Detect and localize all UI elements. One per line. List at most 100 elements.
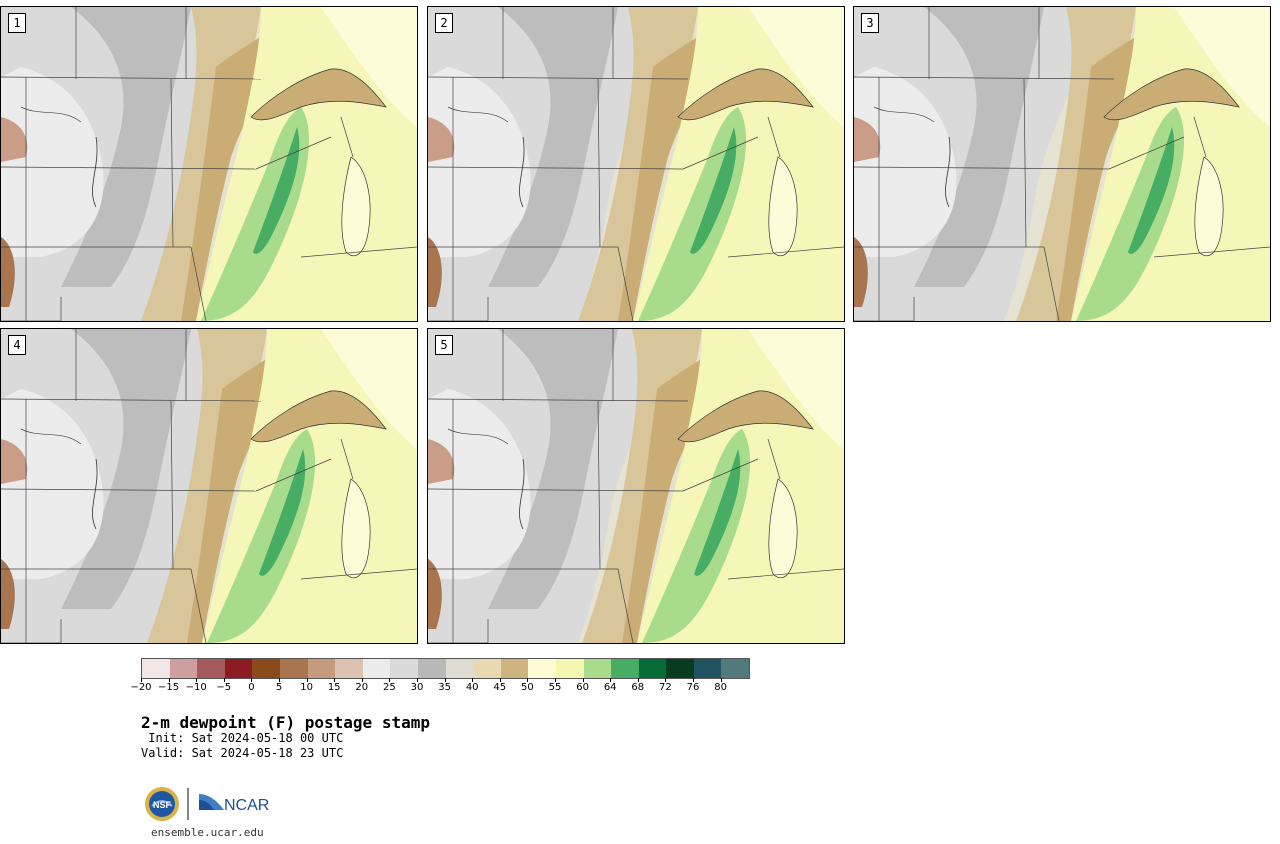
humid-tongue [201, 107, 310, 321]
colorbar-swatch [362, 659, 391, 678]
nsf-logo-text: NSF [153, 800, 172, 810]
colorbar-tick-label: 40 [465, 682, 479, 693]
state-boundary [854, 297, 915, 321]
state-boundary [447, 106, 509, 123]
very-humid-core [1128, 127, 1175, 254]
dry-light-region [428, 67, 531, 257]
state-boundary [1, 398, 262, 402]
state-boundary [727, 246, 844, 258]
colorbar-swatch [693, 659, 722, 678]
colorbar-swatch [279, 659, 308, 678]
lake-superior [677, 390, 814, 443]
state-boundary [428, 619, 489, 643]
state-boundary [597, 400, 601, 570]
dewpoint-colorbar [141, 658, 751, 679]
river [92, 458, 98, 530]
ensemble-member-panel-4: 4 [0, 328, 418, 644]
colorbar-swatch [417, 659, 446, 678]
lake-michigan [341, 478, 371, 579]
state-boundary [190, 246, 207, 321]
colorbar-tick-mark [168, 678, 170, 682]
colorbar-tick-label: 55 [548, 682, 562, 693]
ncar-logo-text: NCAR [224, 797, 269, 814]
colorbar-swatch [445, 659, 474, 678]
state-boundary [428, 297, 489, 321]
state-boundary [873, 106, 935, 123]
state-boundary [767, 438, 781, 480]
moist-edge-band [187, 329, 327, 643]
state-boundary [428, 398, 689, 402]
moist-light-region [748, 329, 844, 449]
ensemble-member-panel-5: 5 [427, 328, 845, 644]
dry-light-region [1, 67, 104, 257]
colorbar-swatch [252, 659, 280, 678]
river [519, 458, 525, 530]
moist-edge-band [618, 7, 758, 321]
moist-light-region [748, 7, 844, 127]
state-boundary [682, 458, 759, 492]
colorbar-tick-mark [389, 678, 391, 682]
product-title: 2-m dewpoint (F) postage stamp [141, 713, 430, 732]
colorbar-swatch [528, 659, 556, 678]
ensemble-member-panel-2: 2 [427, 6, 845, 322]
panel-number-label: 1 [8, 13, 26, 33]
dewpoint-map-3 [854, 7, 1270, 321]
colorbar-tick-label: 10 [300, 682, 313, 693]
very-humid-core [259, 449, 306, 576]
low-dewpoint-patch [1, 439, 28, 484]
colorbar-swatch [390, 659, 418, 678]
moist-light-region [321, 329, 417, 449]
state-boundary [428, 76, 689, 80]
site-url: ensemble.ucar.edu [151, 826, 264, 839]
moist-light-region [321, 7, 417, 127]
colorbar-tick-mark [527, 678, 529, 682]
colorbar-tick-label: 76 [686, 682, 700, 693]
colorbar-swatch [473, 659, 501, 678]
state-boundary [854, 166, 1110, 170]
river [519, 136, 525, 208]
lake-superior [250, 68, 387, 121]
moist-edge-band [181, 7, 321, 321]
state-boundary [727, 568, 844, 580]
river [92, 136, 98, 208]
state-boundary [340, 116, 354, 158]
state-boundary [300, 246, 417, 258]
dry-light-region [428, 389, 531, 579]
state-boundary [20, 428, 82, 445]
low-dewpoint-patch [428, 237, 442, 307]
colorbar-tick-label: 0 [248, 682, 255, 693]
state-boundary [617, 568, 634, 643]
colorbar-tick-mark [472, 678, 474, 682]
humid-tongue [642, 429, 751, 643]
lake-michigan [768, 478, 798, 579]
colorbar-tick-label: −5 [216, 682, 232, 693]
colorbar-tick-mark [141, 678, 142, 682]
state-boundary [255, 136, 332, 170]
colorbar-tick-mark [444, 678, 446, 682]
panel-number-label: 4 [8, 335, 26, 355]
lake-superior [1103, 68, 1240, 121]
humid-tongue [1076, 107, 1185, 321]
low-dewpoint-patch [428, 439, 455, 484]
logo-row: NSF NCAR [144, 786, 284, 822]
colorbar-tick-label: 68 [631, 682, 645, 693]
state-boundary [447, 428, 509, 445]
colorbar-tick-mark [279, 678, 280, 682]
moist-light-region [1174, 7, 1270, 127]
colorbar-tick-mark [334, 678, 336, 682]
colorbar-swatch [307, 659, 336, 678]
colorbar-swatch [500, 659, 529, 678]
dewpoint-map-5 [428, 329, 844, 643]
colorbar-swatch [583, 659, 612, 678]
dewpoint-map-1 [1, 7, 417, 321]
colorbar-swatch [666, 659, 694, 678]
colorbar-swatch [335, 659, 363, 678]
colorbar-swatch [611, 659, 639, 678]
colorbar-swatch [169, 659, 198, 678]
init-time: Init: Sat 2024-05-18 00 UTC [141, 731, 344, 745]
colorbar-tick-label: −15 [158, 682, 180, 693]
dry-light-region [1, 389, 104, 579]
colorbar-tick-labels: −20 −15 −10 −5 0 5 10 15 20 25 30 35 40 45 50 55 60 64 68 7… [130, 678, 761, 698]
valid-time: Valid: Sat 2024-05-18 23 UTC [141, 746, 344, 760]
state-boundary [255, 458, 332, 492]
